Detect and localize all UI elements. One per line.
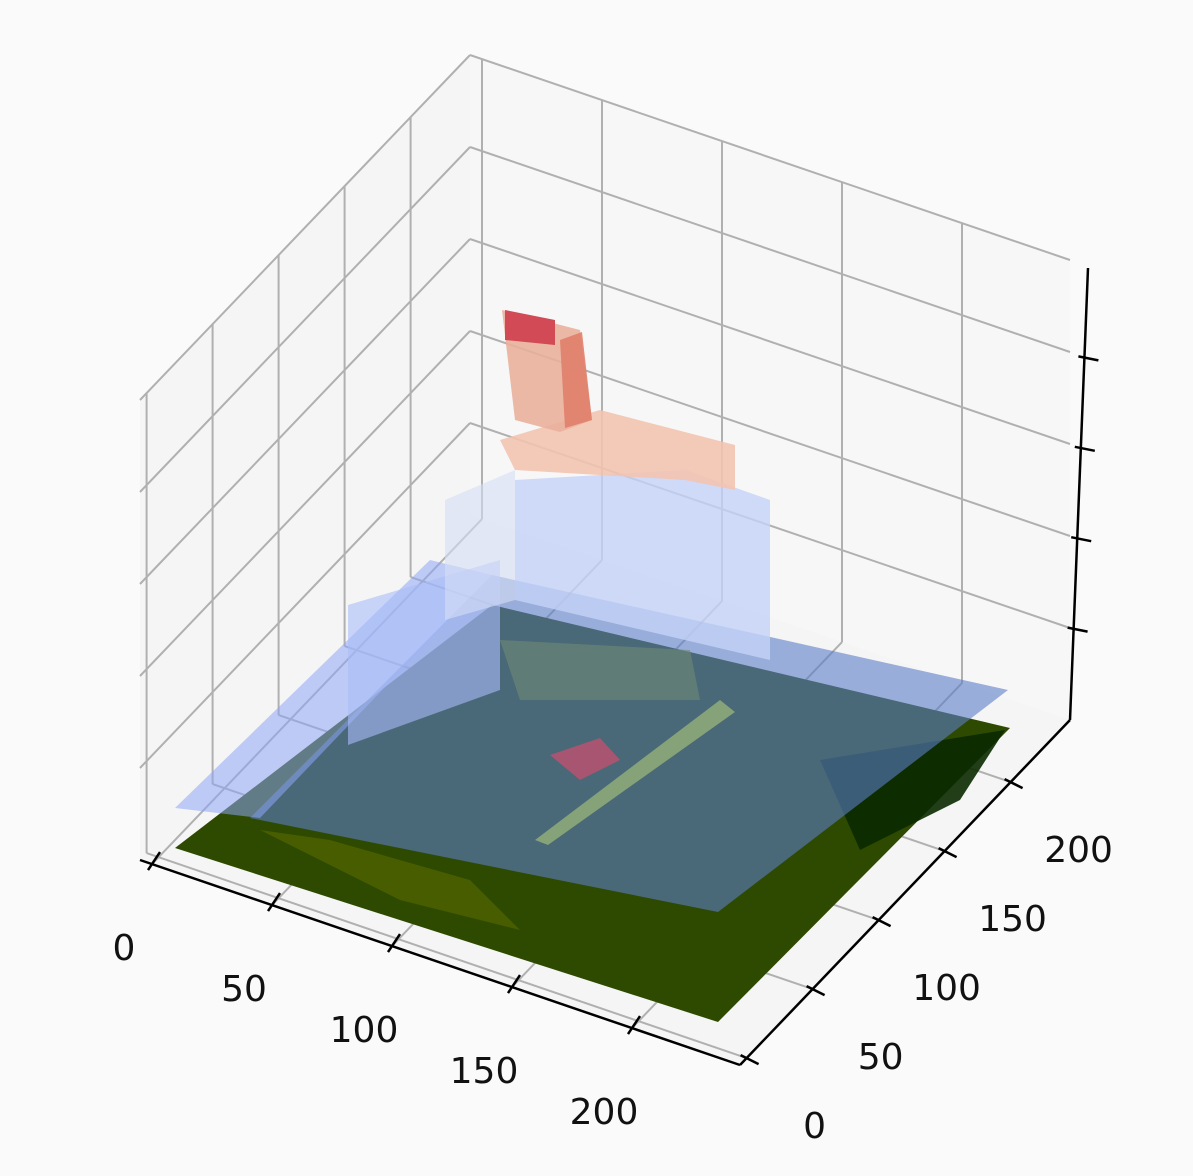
x-axis-line [139,858,741,1067]
y-grid-line [146,852,747,1060]
x-tick-label: 100 [330,1010,399,1051]
z-tick [1070,535,1092,543]
y-tick [938,846,958,859]
x-tick [626,1015,642,1035]
x-tick [386,933,402,953]
red-tower-side [560,332,592,428]
y-tick [872,915,892,928]
z-tick [1078,355,1099,362]
ridge-streak [535,700,735,845]
terrain-patch [260,830,520,930]
y-tick [1004,777,1024,790]
x-tick-label: 0 [113,928,136,969]
y-tick-label: 0 [803,1106,826,1147]
x-tick-label: 50 [221,969,267,1010]
x-tick-label: 150 [450,1051,519,1092]
y-tick-label: 50 [858,1037,904,1078]
x-tick-label: 200 [570,1092,639,1133]
z-grid-line [469,54,1071,261]
x-tick [146,851,162,871]
z-grid-line [139,422,471,769]
z-grid-line [139,330,471,677]
blue-block [515,470,770,660]
z-grid-line [139,238,471,585]
z-tick [1067,626,1088,633]
y-tick-label: 100 [912,968,981,1009]
red-spot [550,738,620,780]
z-axis-line [1068,267,1090,721]
z-tick [1074,445,1096,453]
left-pane [140,55,470,860]
z-grid-line [469,238,1071,445]
surfaces [175,310,1010,1022]
z-grid-line [139,146,471,493]
red-peak [505,310,555,345]
y-tick-label: 200 [1044,830,1113,871]
y-axis-line [739,719,1071,1066]
z-grid-line [139,54,471,401]
x-tick [506,974,522,994]
y-tick-label: 150 [978,899,1047,940]
z-grid-line [469,146,1071,353]
ridge-block [500,640,700,700]
x-tick [266,892,282,912]
y-tick [740,1053,760,1066]
y-tick [806,984,826,997]
blue-block [445,470,515,620]
